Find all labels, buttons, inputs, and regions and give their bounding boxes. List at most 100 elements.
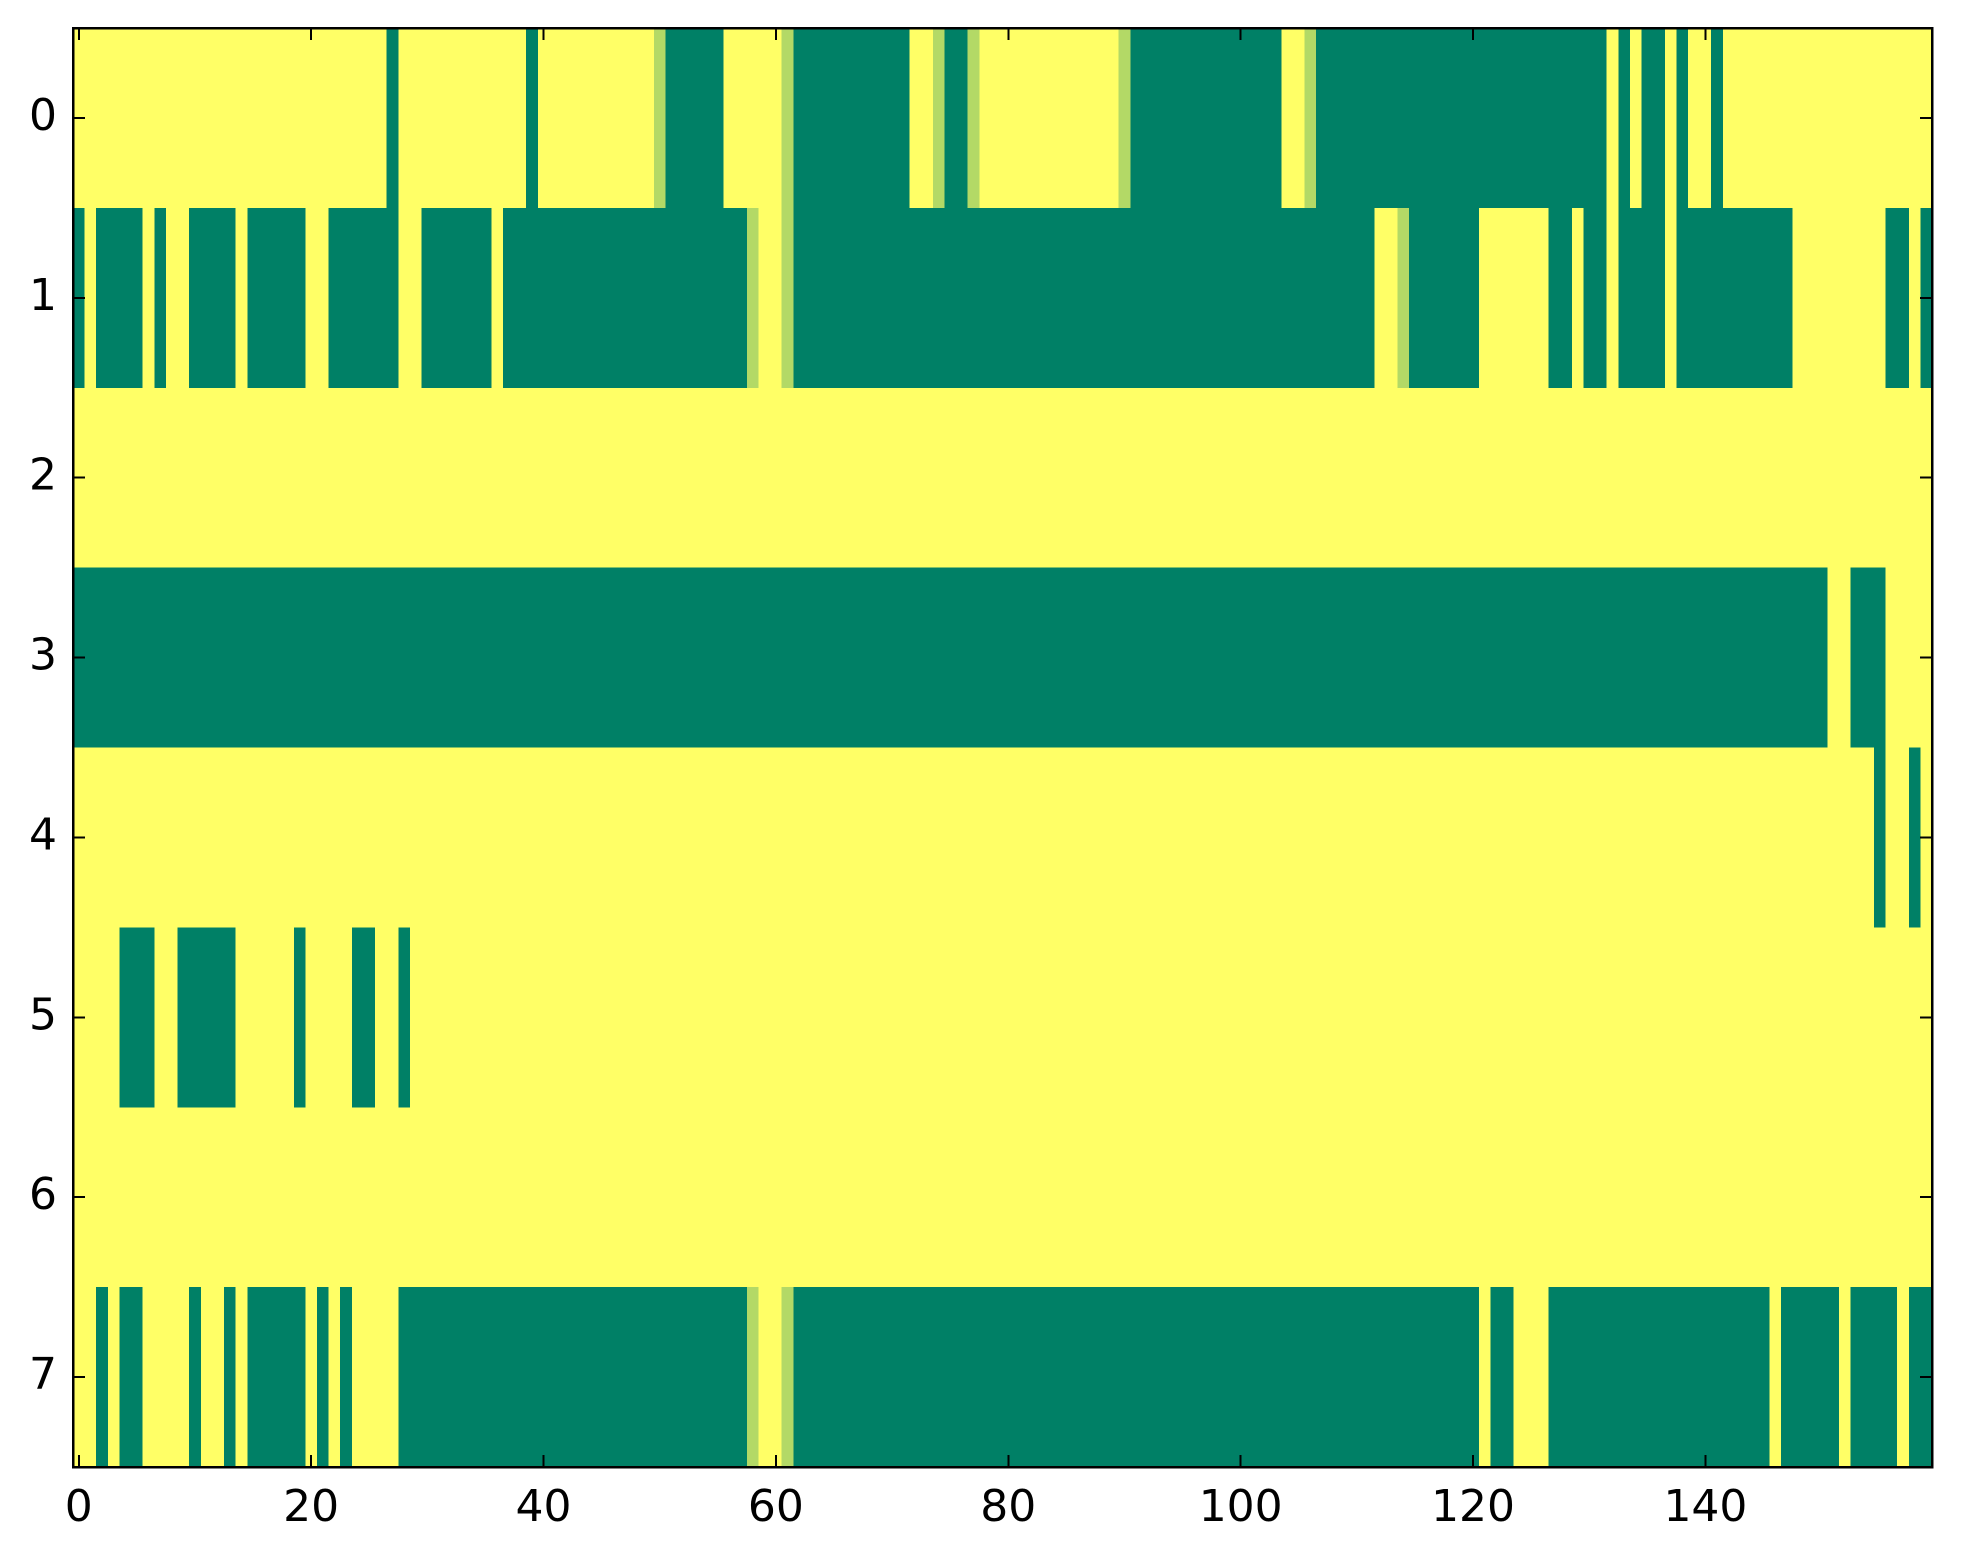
cell xyxy=(1583,207,1596,389)
cell xyxy=(1804,1107,1817,1288)
cell xyxy=(1130,387,1143,569)
cell xyxy=(1780,1107,1794,1288)
cell xyxy=(1862,1287,1875,1468)
cell xyxy=(1014,567,1027,749)
cell xyxy=(1048,567,1062,749)
cell xyxy=(293,1107,306,1288)
cell xyxy=(1641,927,1654,1108)
cell xyxy=(665,207,678,389)
cell xyxy=(1571,927,1585,1108)
cell xyxy=(1176,387,1189,569)
cell xyxy=(1653,927,1666,1108)
cell xyxy=(1269,1107,1282,1288)
cell xyxy=(549,567,562,749)
cell xyxy=(409,207,423,389)
cell xyxy=(1234,927,1248,1108)
cell xyxy=(1316,1287,1329,1468)
cell xyxy=(247,28,260,209)
cell xyxy=(1211,387,1224,569)
cell xyxy=(700,927,713,1108)
cell xyxy=(1699,1107,1712,1288)
cell xyxy=(131,387,144,569)
cell xyxy=(1653,747,1666,928)
cell xyxy=(398,747,411,928)
cell xyxy=(1734,567,1747,749)
cell xyxy=(1804,207,1817,389)
cell xyxy=(572,1287,585,1468)
cell xyxy=(1676,747,1689,928)
cell xyxy=(1118,747,1131,928)
cell xyxy=(1827,567,1840,749)
cell xyxy=(607,747,620,928)
cell xyxy=(770,1107,783,1288)
cell xyxy=(1444,387,1457,569)
cell xyxy=(1409,927,1422,1108)
cell xyxy=(537,1287,550,1468)
cell xyxy=(1711,28,1724,209)
cell xyxy=(1269,28,1282,209)
cell xyxy=(258,207,272,389)
cell xyxy=(909,1287,922,1468)
cell xyxy=(874,567,887,749)
cell xyxy=(468,387,481,569)
cell xyxy=(1083,387,1097,569)
cell xyxy=(735,567,748,749)
cell xyxy=(665,1287,678,1468)
cell xyxy=(1176,927,1189,1108)
cell xyxy=(793,207,806,389)
cell xyxy=(723,567,736,749)
cell xyxy=(735,927,748,1108)
cell xyxy=(1316,747,1329,928)
cell xyxy=(131,1107,144,1288)
cell xyxy=(1409,1107,1422,1288)
cell xyxy=(247,1107,260,1288)
cell xyxy=(1653,1287,1666,1468)
cell xyxy=(1676,1107,1689,1288)
cell xyxy=(1281,1287,1294,1468)
cell xyxy=(700,747,713,928)
cell xyxy=(1223,387,1236,569)
cell xyxy=(1850,28,1863,209)
cell xyxy=(1478,387,1492,569)
cell xyxy=(828,387,841,569)
cell xyxy=(142,747,155,928)
cell xyxy=(165,207,179,389)
cell xyxy=(142,1287,155,1468)
cell xyxy=(1780,747,1794,928)
cell xyxy=(119,927,132,1108)
cell xyxy=(1502,1107,1515,1288)
cell xyxy=(316,927,330,1108)
cell xyxy=(909,567,922,749)
cell xyxy=(735,1287,748,1468)
cell xyxy=(793,1287,806,1468)
cell xyxy=(1200,747,1213,928)
cell xyxy=(1316,207,1329,389)
cell xyxy=(421,1107,434,1288)
cell xyxy=(293,747,306,928)
cell xyxy=(1525,567,1538,749)
cell xyxy=(1757,567,1770,749)
cell xyxy=(1269,567,1282,749)
cell xyxy=(1629,747,1643,928)
cell xyxy=(1083,927,1097,1108)
cell xyxy=(491,387,504,569)
cell xyxy=(1571,28,1585,209)
cell xyxy=(1815,747,1829,928)
cell xyxy=(746,1107,760,1288)
cell xyxy=(1339,387,1352,569)
cell xyxy=(1606,28,1619,209)
cell xyxy=(1641,1107,1654,1288)
cell xyxy=(1827,747,1840,928)
cell xyxy=(96,28,109,209)
cell xyxy=(421,28,434,209)
cell xyxy=(979,207,992,389)
cell xyxy=(1385,387,1399,569)
cell xyxy=(340,28,353,209)
cell xyxy=(1804,567,1817,749)
cell xyxy=(1850,1107,1863,1288)
cell xyxy=(897,747,911,928)
cell xyxy=(874,747,887,928)
cell xyxy=(479,747,492,928)
cell xyxy=(1583,28,1596,209)
cell xyxy=(1478,567,1492,749)
